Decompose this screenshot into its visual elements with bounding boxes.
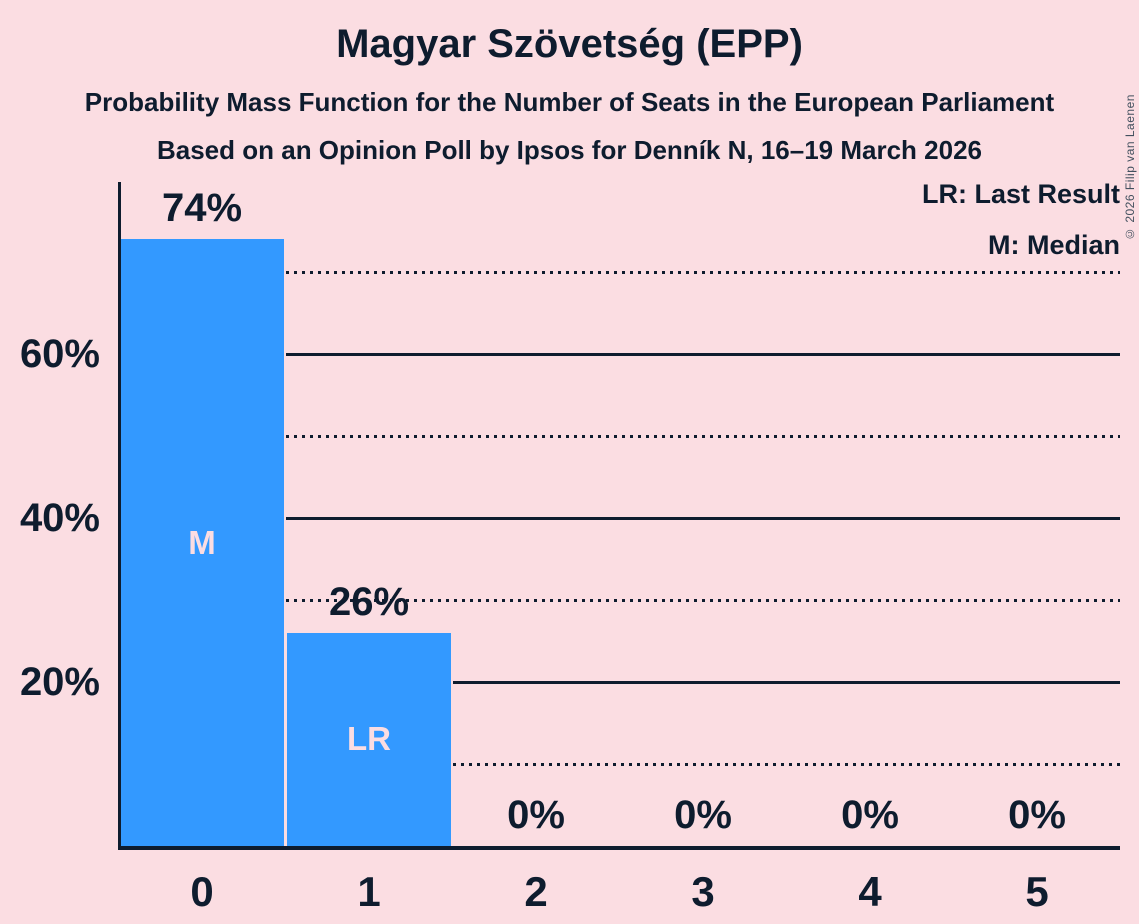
bar-value-label-4: 0% [841, 793, 899, 837]
gridline-50 [286, 435, 1120, 438]
legend-entry-median: M: Median [988, 230, 1120, 260]
x-tick-label-4: 4 [858, 868, 882, 915]
x-axis-line [118, 846, 1120, 850]
bar-letter-label-LR: LR [347, 720, 391, 758]
y-tick-label-40: 40% [19, 496, 100, 540]
x-tick-label-5: 5 [1025, 868, 1049, 915]
gridline-70 [286, 271, 1120, 274]
gridline-60 [286, 353, 1120, 356]
gridline-40 [286, 517, 1120, 520]
y-tick-label-20: 20% [19, 660, 100, 704]
bar-0 [120, 239, 284, 846]
y-tick-label-60: 60% [19, 332, 100, 376]
x-tick-label-0: 0 [190, 868, 214, 915]
bar-1 [287, 632, 451, 846]
bar-value-label-3: 0% [674, 793, 732, 837]
x-tick-label-3: 3 [691, 868, 715, 915]
x-tick-label-1: 1 [357, 868, 381, 915]
bar-value-label-5: 0% [1008, 793, 1066, 837]
bar-value-label-1: 26% [328, 579, 410, 624]
bar-value-label-2: 0% [507, 793, 565, 837]
gridline-20 [453, 681, 1120, 684]
chart-title: Magyar Szövetség (EPP) [336, 22, 803, 66]
gridline-30 [286, 599, 1120, 602]
bar-letter-label-M: M [188, 523, 216, 561]
legend-entry-last-result: LR: Last Result [921, 179, 1120, 209]
legend: LR: Last Result M: Median [922, 177, 1120, 279]
copyright-note: © 2026 Filip van Laenen [1123, 94, 1137, 241]
x-tick-label-2: 2 [524, 868, 548, 915]
chart-source-line: Based on an Opinion Poll by Ipsos for De… [156, 135, 982, 165]
chart-subtitle: Probability Mass Function for the Number… [84, 87, 1055, 117]
bar-value-label-0: 74% [161, 186, 243, 231]
gridline-10 [453, 763, 1120, 766]
y-axis-line [118, 182, 121, 850]
